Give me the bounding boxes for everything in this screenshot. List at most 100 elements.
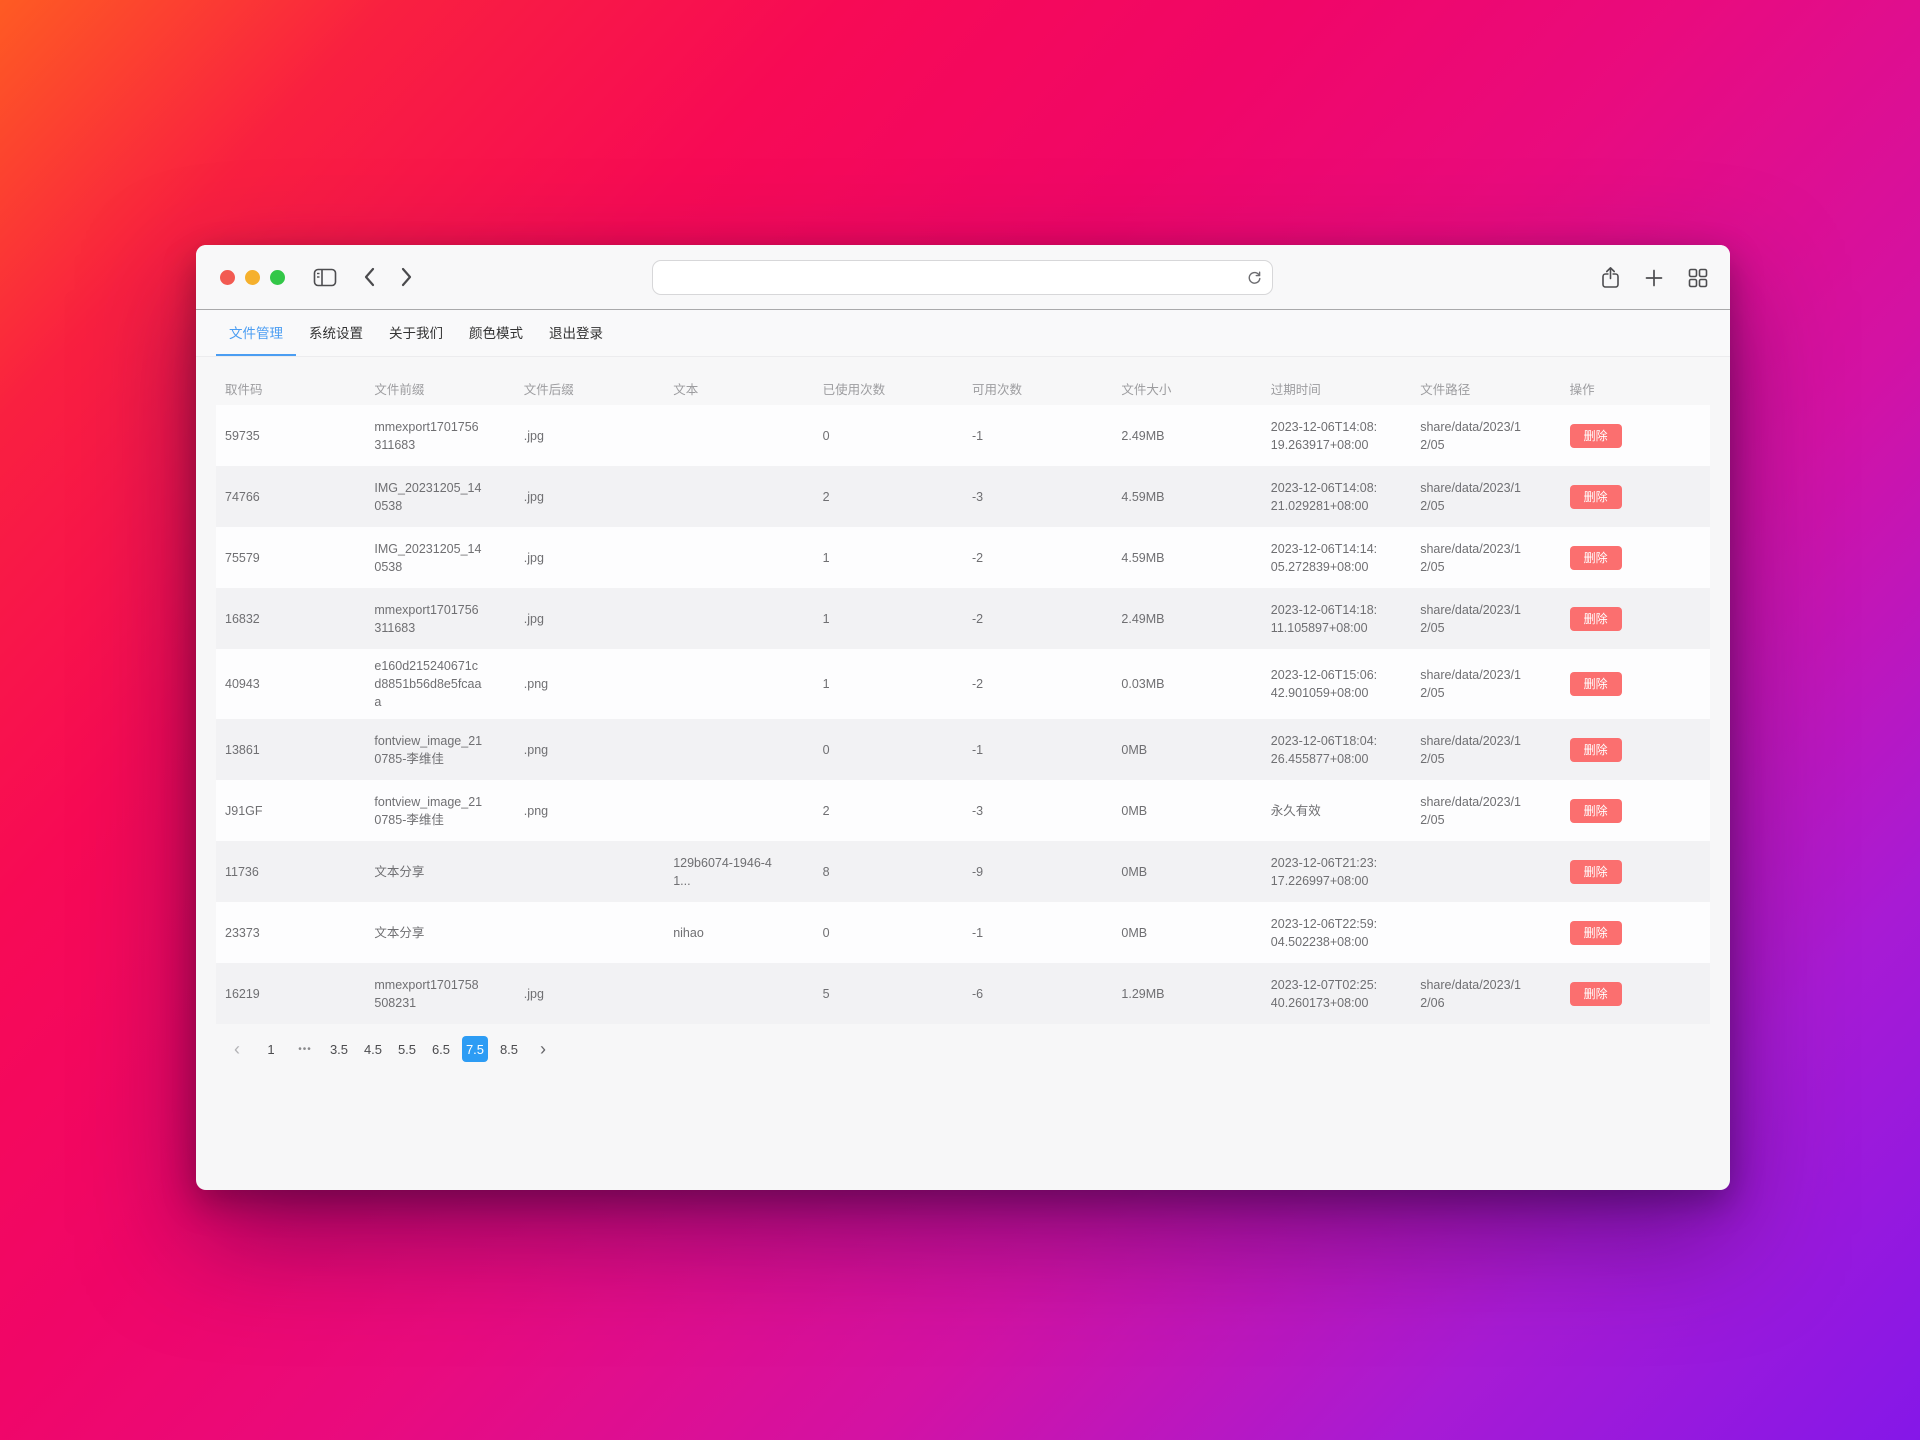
delete-button[interactable]: 删除	[1569, 484, 1622, 509]
cell-suffix: .png	[523, 677, 549, 691]
table-row: 16219 mmexport1701758508231 .jpg 5 -6 1.29MB 2…	[216, 963, 1710, 1024]
delete-button[interactable]: 删除	[1569, 981, 1622, 1006]
cell-expire: 2023-12-06T18:04:26.455877+08:00	[1270, 733, 1378, 766]
cell-prefix: fontview_image_210785-李维佳	[374, 794, 483, 827]
new-tab-icon[interactable]	[1645, 269, 1663, 287]
cell-prefix: e160d215240671cd8851b56d8e5fcaaa	[374, 659, 482, 709]
pagination-page-4.5[interactable]: 4.5	[363, 1041, 383, 1057]
address-bar[interactable]	[652, 260, 1273, 295]
cell-suffix: .jpg	[523, 489, 544, 504]
delete-button[interactable]: 删除	[1569, 798, 1622, 823]
cell-text	[664, 742, 813, 758]
cell-suffix: .jpg	[523, 986, 544, 1001]
cell-path	[1411, 925, 1560, 941]
cell-text	[664, 611, 813, 627]
cell-available: -6	[971, 986, 984, 1001]
cell-available: -2	[971, 611, 984, 626]
cell-available: -1	[971, 925, 984, 940]
pagination-page-1[interactable]: 1	[267, 1041, 275, 1057]
zoom-button[interactable]	[270, 269, 285, 285]
delete-button[interactable]: 删除	[1569, 423, 1622, 448]
column-header-size: 文件大小	[1121, 382, 1172, 397]
cell-text	[664, 489, 813, 505]
cell-code: 13861	[225, 742, 260, 757]
pagination-page-3.5[interactable]: 3.5	[329, 1041, 349, 1057]
cell-prefix: IMG_20231205_140538	[374, 480, 482, 513]
cell-available: -1	[971, 428, 984, 443]
forward-icon[interactable]	[401, 267, 413, 287]
cell-path: share/data/2023/12/05	[1420, 668, 1521, 700]
cell-action: 删除	[1561, 599, 1710, 639]
tab-file-management[interactable]: 文件管理	[216, 310, 296, 356]
tab-logout[interactable]: 退出登录	[549, 326, 603, 341]
cell-text	[664, 986, 813, 1002]
tab-system-settings[interactable]: 系统设置	[309, 326, 363, 341]
delete-button[interactable]: 删除	[1569, 545, 1622, 570]
cell-prefix: mmexport1701756311683	[374, 602, 479, 635]
cell-path: share/data/2023/12/05	[1420, 733, 1521, 766]
cell-code: 75579	[225, 550, 260, 565]
cell-path: share/data/2023/12/06	[1420, 977, 1521, 1010]
back-icon[interactable]	[363, 267, 375, 287]
cell-available: -2	[971, 550, 984, 565]
sidebar-toggle-icon[interactable]	[313, 268, 337, 287]
table-body: 59735 mmexport1701756311683 .jpg 0 -1 2.49MB 2…	[216, 405, 1710, 1024]
cell-available: -3	[971, 803, 984, 818]
delete-button[interactable]: 删除	[1569, 920, 1622, 945]
minimize-button[interactable]	[245, 269, 260, 285]
cell-text	[664, 676, 813, 692]
delete-button[interactable]: 删除	[1569, 737, 1622, 762]
cell-action: 删除	[1561, 730, 1710, 770]
share-icon[interactable]	[1601, 266, 1620, 289]
cell-code: 59735	[225, 428, 260, 443]
column-header-prefix: 文件前缀	[374, 382, 425, 397]
delete-button[interactable]: 删除	[1569, 672, 1622, 696]
pagination-page-8.5[interactable]: 8.5	[499, 1041, 519, 1057]
cell-action: 删除	[1561, 791, 1710, 831]
cell-code: 11736	[225, 864, 259, 879]
cell-action: 删除	[1561, 538, 1710, 578]
pagination-ellipsis[interactable]: •••	[298, 1043, 312, 1055]
column-header-text: 文本	[673, 382, 699, 397]
cell-path: share/data/2023/12/05	[1420, 794, 1521, 827]
cell-action: 删除	[1561, 664, 1710, 704]
tab-overview-icon[interactable]	[1688, 268, 1708, 288]
delete-button[interactable]: 删除	[1569, 859, 1622, 884]
cell-prefix: fontview_image_210785-李维佳	[374, 733, 483, 766]
close-button[interactable]	[220, 269, 235, 285]
tab-about-us[interactable]: 关于我们	[389, 326, 443, 341]
cell-path: share/data/2023/12/05	[1420, 480, 1521, 513]
pagination-prev-icon[interactable]: ‹	[234, 1039, 240, 1059]
pagination-page-7.5[interactable]: 7.5	[462, 1036, 488, 1062]
cell-suffix	[515, 925, 664, 941]
column-header-available: 可用次数	[971, 382, 1022, 397]
cell-expire: 2023-12-07T02:25:40.260173+08:00	[1270, 977, 1378, 1010]
cell-size: 0MB	[1121, 742, 1148, 757]
table-row: 40943 e160d215240671cd8851b56d8e5fcaaa .pn…	[216, 649, 1710, 719]
cell-code: 23373	[225, 925, 260, 940]
pagination-next-icon[interactable]: ›	[540, 1039, 546, 1059]
page-content: 取件码 文件前缀 文件后缀 文本 已使用次数 可用次数 文件大小 过期时间 文件路径 操作 597…	[196, 357, 1730, 1062]
traffic-lights	[220, 269, 285, 285]
cell-expire: 2023-12-06T15:06:42.901059+08:00	[1270, 668, 1378, 700]
delete-button[interactable]: 删除	[1569, 606, 1622, 631]
url-input[interactable]	[663, 270, 1247, 285]
table-row: 59735 mmexport1701756311683 .jpg 0 -1 2.49MB 2…	[216, 405, 1710, 466]
page-nav: 文件管理 系统设置 关于我们 颜色模式 退出登录	[196, 310, 1730, 357]
pagination-page-5.5[interactable]: 5.5	[397, 1041, 417, 1057]
cell-used: 2	[822, 803, 830, 818]
cell-used: 0	[822, 742, 830, 757]
cell-prefix: mmexport1701756311683	[374, 419, 479, 452]
column-header-suffix: 文件后缀	[523, 382, 574, 397]
cell-used: 1	[822, 611, 830, 626]
reload-icon[interactable]	[1247, 270, 1262, 285]
cell-size: 0MB	[1121, 925, 1148, 940]
pagination-page-6.5[interactable]: 6.5	[431, 1041, 451, 1057]
toolbar-right-icons	[1601, 245, 1708, 310]
cell-action: 删除	[1561, 974, 1710, 1014]
tab-color-mode[interactable]: 颜色模式	[469, 326, 523, 341]
cell-action: 删除	[1561, 416, 1710, 456]
cell-text: nihao	[673, 925, 704, 940]
cell-path: share/data/2023/12/05	[1420, 419, 1521, 452]
table-row: J91GF fontview_image_210785-李维佳 .png 2 -3 0MB…	[216, 780, 1710, 841]
